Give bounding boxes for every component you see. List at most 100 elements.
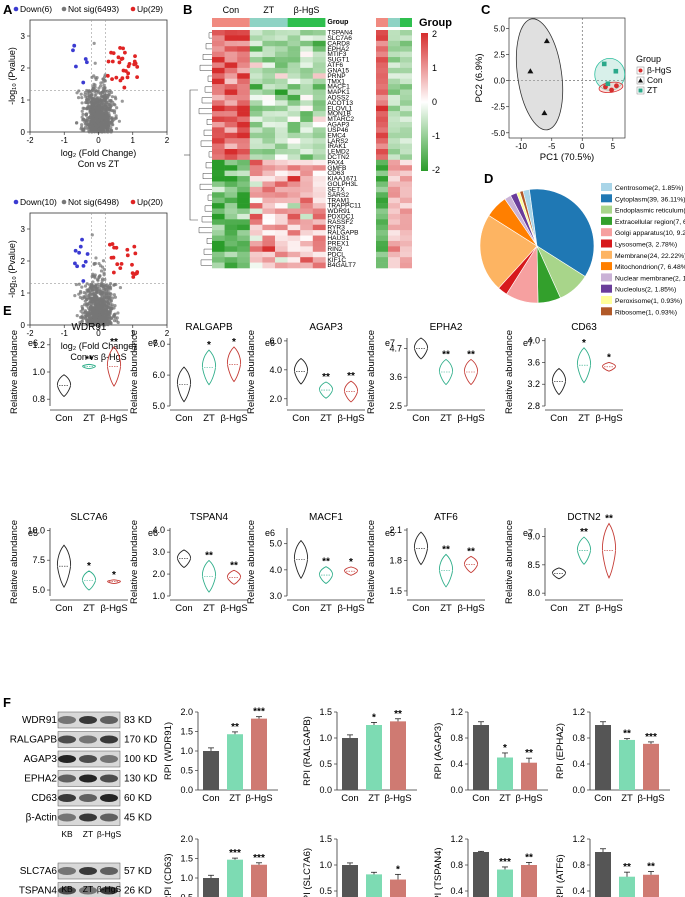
heat-cell xyxy=(287,240,301,247)
bar xyxy=(251,718,267,790)
point xyxy=(108,287,113,291)
unit-label: e6 xyxy=(265,338,275,348)
y-tick-label: 7.0 xyxy=(152,339,165,349)
heat-cell xyxy=(312,143,326,150)
group-label: β-HgS xyxy=(294,5,320,15)
up-point xyxy=(131,275,136,279)
band xyxy=(79,794,97,802)
heat-cell xyxy=(224,127,238,134)
x-tick-label: ZT xyxy=(229,793,241,804)
y-tick-label: 3.0 xyxy=(269,591,282,601)
point xyxy=(90,122,94,127)
mini-heat-cell xyxy=(388,170,400,177)
x-tick-label: -2 xyxy=(26,136,34,145)
point xyxy=(103,86,107,90)
heat-cell xyxy=(237,192,251,198)
volcano-plots: Down(6) Not sig(6493) Up(29) -2 -1 0 1 2 0 1 2 3 log… xyxy=(7,4,170,362)
point xyxy=(117,119,122,123)
point xyxy=(101,123,105,127)
heat-cell xyxy=(237,213,251,220)
mini-heat-cell xyxy=(376,105,388,112)
heat-cell xyxy=(262,240,276,247)
point xyxy=(106,317,110,322)
up-point xyxy=(126,71,131,76)
bar xyxy=(643,743,659,790)
heat-cell xyxy=(224,89,238,96)
x-tick-label: β-HgS xyxy=(637,793,664,804)
up-point xyxy=(106,59,111,64)
band xyxy=(58,794,76,802)
point xyxy=(101,111,105,115)
bar xyxy=(227,859,243,897)
violin-title: AGAP3 xyxy=(309,322,343,333)
heat-cell xyxy=(249,84,263,90)
up-point xyxy=(133,54,137,59)
mini-heat-cell xyxy=(388,94,400,101)
point xyxy=(96,282,100,286)
heat-cell xyxy=(237,94,251,101)
point xyxy=(93,90,97,94)
heat-cell xyxy=(275,78,288,85)
point xyxy=(89,100,93,104)
heat-cell xyxy=(212,138,225,144)
heat-cell xyxy=(249,235,263,242)
point xyxy=(114,126,119,131)
point xyxy=(84,294,88,298)
heat-cell xyxy=(224,240,238,247)
heat-cell xyxy=(300,35,314,42)
mini-heat-cell xyxy=(400,127,412,134)
up-point xyxy=(121,68,126,73)
point xyxy=(93,83,97,87)
band xyxy=(100,716,118,724)
heat-cell xyxy=(249,224,263,231)
heat-cell xyxy=(224,67,238,74)
point xyxy=(97,321,101,326)
point xyxy=(86,322,90,326)
dendrogram-branch xyxy=(201,97,212,104)
point xyxy=(85,282,89,286)
legend-dot xyxy=(13,6,19,12)
point xyxy=(107,98,111,103)
point xyxy=(109,292,113,296)
heat-cell xyxy=(224,219,238,226)
mini-heat-cell xyxy=(388,73,400,79)
x-tick-label: β-HgS xyxy=(220,413,247,424)
heat-cell xyxy=(224,30,238,36)
gene-label: CD63 xyxy=(327,170,344,177)
point xyxy=(93,313,98,317)
point xyxy=(95,310,99,314)
legend-dot xyxy=(61,6,67,12)
heat-cell xyxy=(275,127,288,134)
heat-cell xyxy=(287,230,301,236)
heat-cell xyxy=(262,219,276,226)
down-point xyxy=(73,261,77,266)
significance: ** xyxy=(347,371,355,382)
mini-heat-cell xyxy=(400,116,412,123)
mini-heat-cell xyxy=(400,257,412,263)
heat-cell xyxy=(237,262,251,269)
lane-label: ZT xyxy=(83,829,93,839)
mini-heat-cell xyxy=(388,149,400,155)
x-tick-label: -1 xyxy=(61,136,69,145)
band xyxy=(79,886,97,895)
lane-label: β-HgS xyxy=(97,884,122,894)
significance: * xyxy=(607,352,611,363)
legend-label: Not sig(6493) xyxy=(68,4,119,14)
up-point xyxy=(120,76,125,81)
heat-cell xyxy=(224,213,238,220)
heat-cell xyxy=(212,67,225,74)
dendrogram-branch xyxy=(208,151,212,158)
point xyxy=(91,102,96,106)
x-tick-label: β-HgS xyxy=(384,793,411,804)
point xyxy=(103,310,107,315)
violin-shape xyxy=(293,539,309,579)
heat-cell xyxy=(212,262,225,269)
heat-cell xyxy=(262,154,276,161)
x-tick-label: Con xyxy=(292,413,309,424)
heat-cell xyxy=(287,186,301,193)
heat-cell xyxy=(312,46,326,52)
mini-heat-cell xyxy=(388,138,400,144)
y-tick-label: -2.5 xyxy=(491,103,505,112)
mini-heat-cell xyxy=(388,224,400,231)
